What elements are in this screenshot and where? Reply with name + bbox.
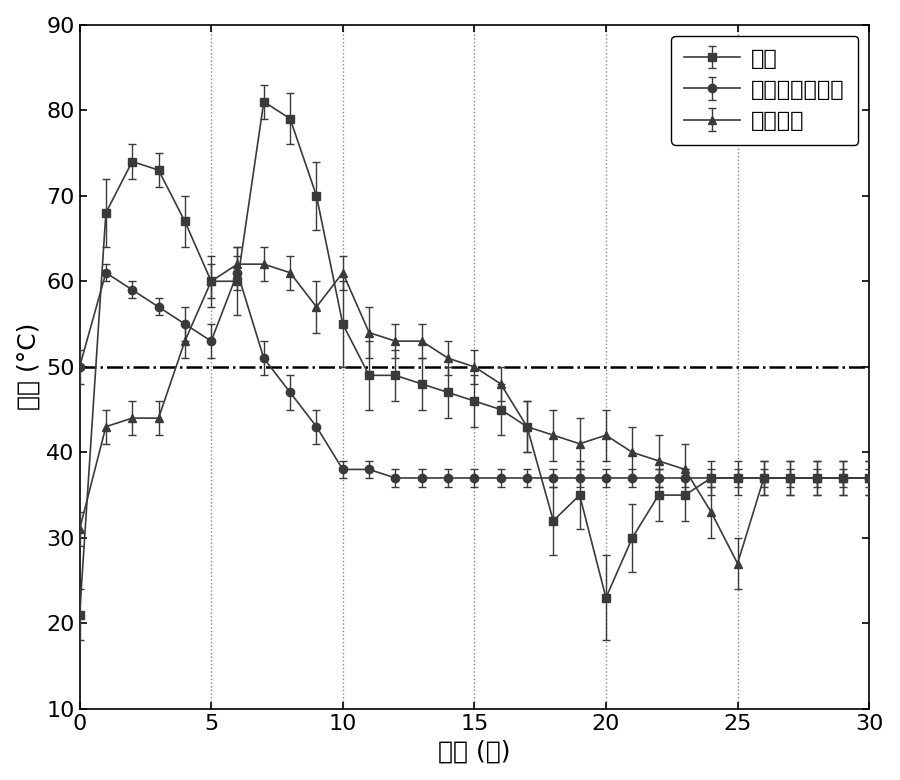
Y-axis label: 温度 (°C): 温度 (°C) — [17, 323, 40, 410]
Legend: 污泥, 畜禽粪便和沼渣, 餐厨垃圾: 污泥, 畜禽粪便和沼渣, 餐厨垃圾 — [671, 36, 858, 144]
X-axis label: 时间 (天): 时间 (天) — [438, 739, 510, 764]
